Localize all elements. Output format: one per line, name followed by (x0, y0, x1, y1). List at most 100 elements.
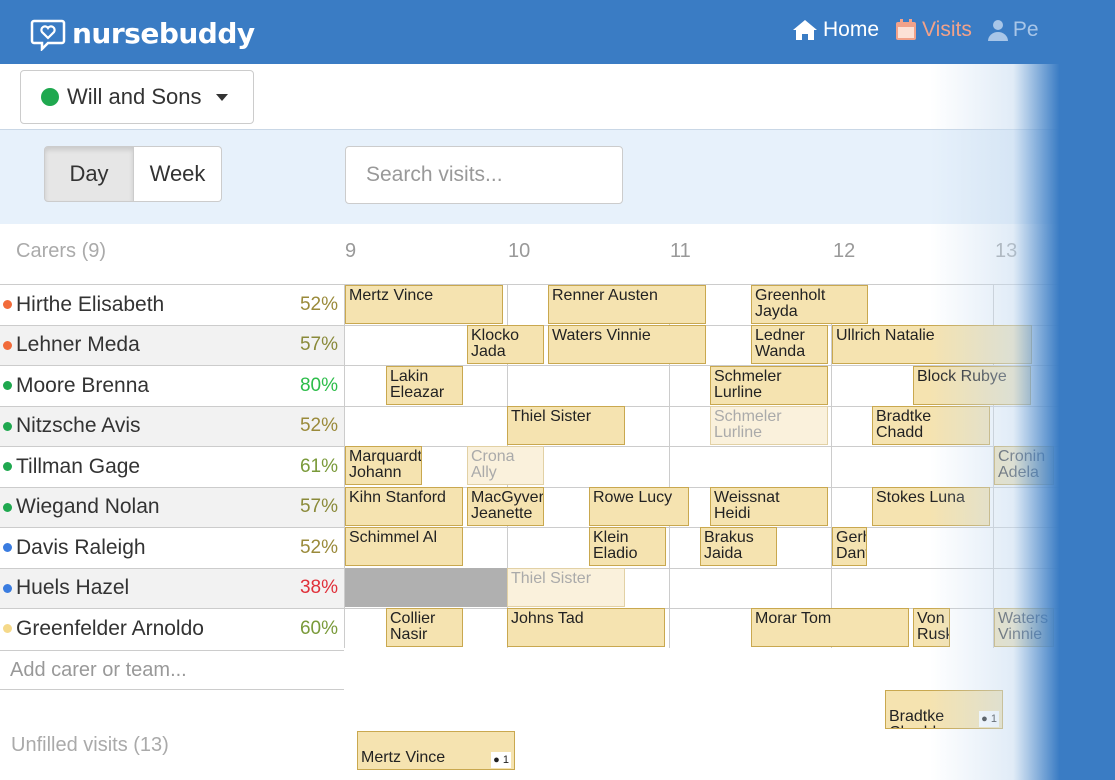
carer-utilization: 57% (299, 334, 338, 356)
visit-name: Bradtke Chadd (889, 708, 945, 729)
carer-row[interactable]: Nitzsche Avis 52% (0, 405, 344, 446)
visit-block[interactable]: Johns Tad (507, 608, 665, 647)
visit-block[interactable]: Gerhold Dante (832, 527, 867, 566)
nav-profile[interactable]: Pe (987, 18, 1039, 42)
logo-text: nursebuddy (72, 16, 255, 50)
chevron-down-icon (215, 93, 228, 101)
visit-block[interactable]: Ledner Wanda (751, 325, 828, 364)
carer-status-dot (3, 340, 12, 350)
carer-name: Huels Hazel (16, 576, 130, 600)
visit-block[interactable]: Cronin Adela (994, 446, 1054, 485)
nav-home[interactable]: Home (792, 18, 879, 42)
visit-block[interactable]: Kihn Stanford (345, 487, 463, 526)
logo[interactable]: nursebuddy (30, 14, 255, 52)
visit-block[interactable]: Von Rusk (913, 608, 950, 647)
user-count: 1 (990, 713, 997, 725)
carer-name: Lehner Meda (16, 333, 140, 357)
carer-name: Nitzsche Avis (16, 414, 141, 438)
carer-name: Wiegand Nolan (16, 495, 160, 519)
timeline-row (344, 486, 1115, 528)
carer-row[interactable]: Hirthe Elisabeth 52% (0, 284, 344, 325)
user-count: 1 (502, 754, 509, 766)
day-view-button[interactable]: Day (44, 146, 134, 202)
visit-block[interactable]: Schmeler Lurline (710, 366, 828, 405)
visit-block[interactable]: Waters Vinnie (548, 325, 706, 364)
visit-block[interactable]: Lakin Eleazar (386, 366, 463, 405)
visit-block[interactable]: Thiel Sister (507, 568, 625, 607)
week-view-button[interactable]: Week (134, 146, 222, 202)
top-navbar: nursebuddy Home Visits Pe (0, 0, 1115, 64)
unfilled-visit-block[interactable]: Bradtke Chadd ● 1 (885, 690, 1003, 729)
visit-block[interactable]: Rowe Lucy (589, 487, 689, 526)
carer-row[interactable]: Davis Raleigh 52% (0, 527, 344, 568)
carer-row[interactable]: Tillman Gage 61% (0, 446, 344, 487)
user-count-icon: ● 1 (491, 752, 511, 768)
carer-status-dot (3, 583, 12, 593)
visit-block[interactable]: Stokes Luna (872, 487, 990, 526)
visit-block[interactable]: Ullrich Natalie (832, 325, 1032, 364)
visit-block[interactable]: Mertz Vince (345, 285, 503, 324)
carer-row[interactable]: Lehner Meda 57% (0, 324, 344, 365)
search-visits-input[interactable] (345, 146, 623, 204)
carer-row[interactable]: Huels Hazel 38% (0, 567, 344, 608)
org-name: Will and Sons (67, 84, 202, 109)
carer-status-dot (3, 624, 12, 634)
home-icon (793, 20, 817, 40)
nav-visits-label: Visits (922, 18, 972, 41)
user-count-icon: ● 1 (979, 711, 999, 727)
carer-status-dot (3, 300, 12, 310)
timeline-row (344, 284, 1115, 325)
carer-status-dot (3, 502, 12, 512)
calendar-icon (896, 19, 917, 40)
visit-block[interactable]: Schmeler Lurline (710, 406, 828, 445)
main-nav: Home Visits Pe (792, 18, 1055, 42)
visit-block[interactable]: Collier Nasir (386, 608, 463, 647)
visit-block[interactable]: Greenholt Jayda (751, 285, 868, 324)
carer-utilization: 61% (299, 455, 338, 477)
visit-name: Mertz Vince (361, 749, 446, 766)
visit-block[interactable]: MacGyver Jeanette (467, 487, 544, 526)
visit-block[interactable]: Klocko Jada (467, 325, 544, 364)
nav-visits[interactable]: Visits (895, 18, 972, 42)
timeline-row (344, 324, 1115, 366)
unfilled-visits-heading: Unfilled visits (13) (11, 734, 169, 756)
visit-block[interactable]: Morar Tom (751, 608, 909, 647)
carer-status-dot (3, 381, 12, 391)
timeline-row (344, 365, 1115, 406)
hour-label: 13 (995, 240, 1018, 262)
carer-name: Moore Brenna (16, 373, 150, 397)
visit-block[interactable]: Marquardt Johann (345, 446, 422, 485)
visit-block[interactable]: Waters Vinnie (994, 608, 1054, 647)
timeline-row (344, 446, 1115, 487)
visit-block[interactable]: Renner Austen (548, 285, 706, 324)
org-selector[interactable]: Will and Sons (20, 70, 254, 124)
nav-profile-label: Pe (1012, 18, 1039, 41)
visit-block[interactable]: Crona Ally (467, 446, 544, 485)
carer-utilization: 52% (299, 536, 338, 558)
add-carer-input[interactable] (0, 650, 344, 690)
carer-status-dot (3, 421, 12, 431)
visit-block[interactable]: Thiel Sister (507, 406, 625, 445)
visit-block[interactable]: Bradtke Chadd (872, 406, 990, 445)
carer-utilization: 57% (299, 496, 338, 518)
carer-utilization: 52% (299, 293, 338, 315)
visit-block[interactable]: Weissnat Heidi (710, 487, 828, 526)
visit-block[interactable]: Schimmel Al (345, 527, 463, 566)
carer-name: Hirthe Elisabeth (16, 292, 165, 316)
carer-row[interactable]: Moore Brenna 80% (0, 365, 344, 406)
user-icon (987, 20, 1008, 41)
carer-row[interactable]: Wiegand Nolan 57% (0, 486, 344, 527)
carers-heading: Carers (9) (16, 240, 107, 262)
org-status-dot (41, 88, 59, 106)
unfilled-visit-block[interactable]: Mertz Vince ● 1 (357, 731, 515, 770)
unavailable-period (345, 568, 507, 607)
grid-line (831, 284, 832, 648)
visit-block[interactable]: Brakus Jaida (700, 527, 777, 566)
controls-bar: Day Week (0, 130, 1115, 224)
timeline-row (344, 567, 1115, 609)
visit-block[interactable]: Block Rubye (913, 366, 1031, 405)
carer-row[interactable]: Greenfelder Arnoldo 60% (0, 608, 344, 649)
hour-label: 10 (508, 240, 531, 262)
carer-status-dot (3, 543, 12, 553)
visit-block[interactable]: Klein Eladio (589, 527, 666, 566)
